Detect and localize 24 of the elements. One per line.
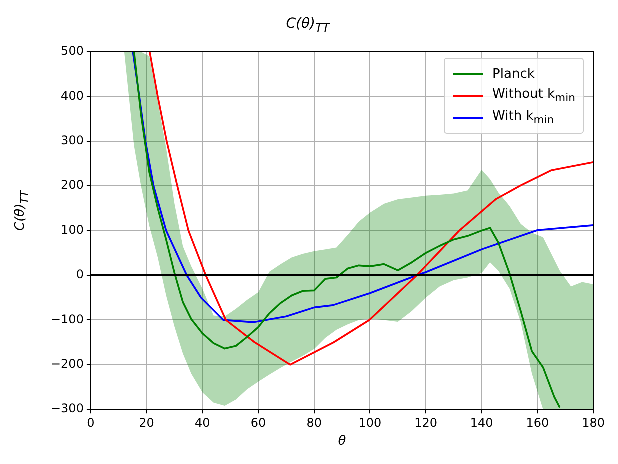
- y-tick-label: 500: [61, 44, 84, 58]
- x-tick-label: 120: [414, 416, 438, 430]
- legend-label: Without k$_{min}$: [492, 87, 576, 105]
- x-tick-label: 100: [358, 416, 382, 430]
- chart-title: C(θ)$_{TT}$: [285, 16, 332, 35]
- y-tick-label: 300: [61, 134, 84, 148]
- x-tick-label: 60: [250, 416, 266, 430]
- x-tick-label: 40: [195, 416, 210, 430]
- y-tick-label: 100: [61, 222, 84, 237]
- y-tick-label: 0: [76, 268, 84, 282]
- y-tick-label: −100: [50, 312, 84, 326]
- legend-label: Planck: [492, 66, 535, 82]
- y-tick-label: −200: [50, 357, 84, 372]
- y-tick-label: 400: [61, 88, 84, 103]
- x-axis-title: θ: [337, 434, 348, 449]
- x-tick-label: 80: [306, 416, 322, 430]
- y-tick-label: −300: [50, 402, 84, 416]
- x-tick-label: 160: [526, 416, 550, 430]
- x-tick-label: 0: [87, 416, 95, 430]
- x-tick-label: 140: [470, 416, 494, 430]
- x-tick-label: 20: [139, 416, 154, 430]
- y-tick-label: 200: [61, 178, 84, 192]
- legend-label: With k$_{min}$: [492, 109, 554, 127]
- x-tick-label: 180: [582, 416, 605, 430]
